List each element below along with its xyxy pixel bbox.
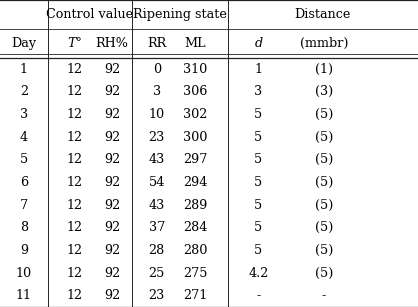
Text: 294: 294	[184, 176, 208, 189]
Text: 92: 92	[104, 130, 120, 144]
Text: 11: 11	[16, 289, 32, 302]
Text: 5: 5	[254, 176, 263, 189]
Text: 5: 5	[254, 244, 263, 257]
Text: 4: 4	[20, 130, 28, 144]
Text: RR: RR	[147, 37, 166, 50]
Text: 92: 92	[104, 176, 120, 189]
Text: 54: 54	[148, 176, 165, 189]
Text: 23: 23	[149, 130, 165, 144]
Text: (5): (5)	[315, 199, 333, 212]
Text: 12: 12	[66, 266, 82, 279]
Text: (5): (5)	[315, 266, 333, 279]
Text: 43: 43	[149, 199, 165, 212]
Text: 92: 92	[104, 85, 120, 98]
Text: 43: 43	[149, 153, 165, 166]
Text: 92: 92	[104, 289, 120, 302]
Text: 289: 289	[184, 199, 208, 212]
Text: (5): (5)	[315, 244, 333, 257]
Text: 3: 3	[153, 85, 161, 98]
Text: (5): (5)	[315, 221, 333, 234]
Text: 10: 10	[149, 108, 165, 121]
Text: 1: 1	[254, 63, 263, 76]
Text: 12: 12	[66, 85, 82, 98]
Text: 300: 300	[184, 130, 208, 144]
Text: 10: 10	[16, 266, 32, 279]
Text: 5: 5	[254, 199, 263, 212]
Text: 280: 280	[184, 244, 208, 257]
Text: 297: 297	[184, 153, 208, 166]
Text: 37: 37	[149, 221, 165, 234]
Text: 92: 92	[104, 199, 120, 212]
Text: 275: 275	[184, 266, 208, 279]
Text: 12: 12	[66, 244, 82, 257]
Text: 5: 5	[254, 153, 263, 166]
Text: (5): (5)	[315, 108, 333, 121]
Text: (5): (5)	[315, 130, 333, 144]
Text: 12: 12	[66, 176, 82, 189]
Text: 5: 5	[20, 153, 28, 166]
Text: 7: 7	[20, 199, 28, 212]
Text: 306: 306	[184, 85, 208, 98]
Text: 25: 25	[148, 266, 165, 279]
Text: d: d	[254, 37, 263, 50]
Text: 92: 92	[104, 63, 120, 76]
Text: 4.2: 4.2	[248, 266, 268, 279]
Text: 12: 12	[66, 108, 82, 121]
Text: (5): (5)	[315, 176, 333, 189]
Text: 12: 12	[66, 199, 82, 212]
Text: 6: 6	[20, 176, 28, 189]
Text: T°: T°	[67, 37, 82, 50]
Text: (1): (1)	[315, 63, 333, 76]
Text: 92: 92	[104, 266, 120, 279]
Text: ML: ML	[185, 37, 206, 50]
Text: Ripening state: Ripening state	[133, 8, 227, 21]
Text: 92: 92	[104, 221, 120, 234]
Text: 302: 302	[184, 108, 208, 121]
Text: RH%: RH%	[96, 37, 128, 50]
Text: Control value: Control value	[46, 8, 133, 21]
Text: 5: 5	[254, 221, 263, 234]
Text: 92: 92	[104, 108, 120, 121]
Text: 0: 0	[153, 63, 161, 76]
Text: 3: 3	[254, 85, 263, 98]
Text: 92: 92	[104, 153, 120, 166]
Text: -: -	[256, 289, 260, 302]
Text: 1: 1	[20, 63, 28, 76]
Text: -: -	[322, 289, 326, 302]
Text: 5: 5	[254, 108, 263, 121]
Text: 28: 28	[149, 244, 165, 257]
Text: 12: 12	[66, 289, 82, 302]
Text: (5): (5)	[315, 153, 333, 166]
Text: 5: 5	[254, 130, 263, 144]
Text: 12: 12	[66, 221, 82, 234]
Text: 12: 12	[66, 130, 82, 144]
Text: (3): (3)	[315, 85, 333, 98]
Text: 12: 12	[66, 153, 82, 166]
Text: 8: 8	[20, 221, 28, 234]
Text: 3: 3	[20, 108, 28, 121]
Text: 310: 310	[184, 63, 208, 76]
Text: (mmbr): (mmbr)	[300, 37, 348, 50]
Text: 9: 9	[20, 244, 28, 257]
Text: 23: 23	[149, 289, 165, 302]
Text: 2: 2	[20, 85, 28, 98]
Text: 12: 12	[66, 63, 82, 76]
Text: 271: 271	[184, 289, 208, 302]
Text: 92: 92	[104, 244, 120, 257]
Text: 284: 284	[184, 221, 208, 234]
Text: Day: Day	[11, 37, 36, 50]
Text: Distance: Distance	[295, 8, 351, 21]
